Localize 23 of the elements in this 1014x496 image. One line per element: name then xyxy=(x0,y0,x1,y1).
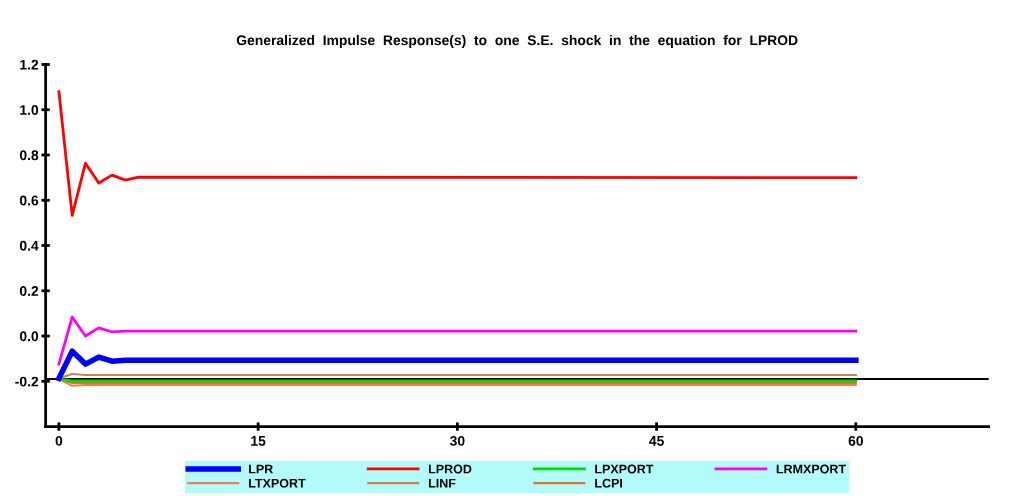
y-tick-label: 0.6 xyxy=(19,195,39,206)
x-tick-label: 60 xyxy=(848,435,863,446)
y-tick-label: 1.0 xyxy=(20,105,39,115)
y-tick-label: 1.2 xyxy=(20,59,39,70)
x-tick-label: 15 xyxy=(251,436,266,446)
line-series xyxy=(57,315,858,366)
legend-label: LPROD xyxy=(428,464,472,474)
x-tick-label: 30 xyxy=(449,435,465,446)
legend-label: LCPI xyxy=(595,478,623,488)
x-tick-label: 45 xyxy=(649,436,664,446)
legend-label: LPR xyxy=(249,464,273,474)
y-tick-label: -0.2 xyxy=(15,376,39,387)
y-tick-label: 0.8 xyxy=(19,150,39,161)
y-tick-label: 0.0 xyxy=(19,331,39,342)
line-series xyxy=(57,90,858,217)
y-tick-label: 0.2 xyxy=(19,286,39,296)
legend-label: LRMXPORT xyxy=(776,464,846,474)
legend-label: LPXPORT xyxy=(595,464,654,474)
y-tick-label: 0.4 xyxy=(19,240,39,251)
x-tick-label: 0 xyxy=(55,435,63,446)
legend-label: LINF xyxy=(428,478,456,488)
legend-label: LTXPORT xyxy=(249,478,306,488)
chart-title: Generalized Impulse Response(s) to one S.E. shock in the equation for LPROD xyxy=(236,34,798,48)
